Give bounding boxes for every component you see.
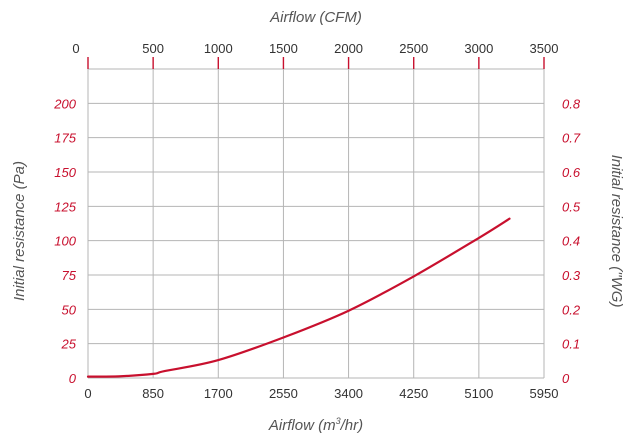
ticks (88, 57, 544, 69)
top-tick-label: 0 (72, 41, 79, 56)
left-tick-label: 125 (54, 199, 76, 214)
grid (88, 69, 544, 378)
bottom-tick-label: 5100 (464, 386, 493, 401)
top-tick-label: 1500 (269, 41, 298, 56)
right-tick-label: 0.3 (562, 268, 581, 283)
right-tick-label: 0.2 (562, 302, 581, 317)
bottom-tick-label: 3400 (334, 386, 363, 401)
bottom-tick-label: 1700 (204, 386, 233, 401)
top-tick-label: 500 (142, 41, 164, 56)
bottom-tick-label: 5950 (530, 386, 559, 401)
left-axis-title: Initial resistance (Pa) (11, 161, 28, 301)
bottom-tick-label: 2550 (269, 386, 298, 401)
right-axis-title: Initial resistance ("WG) (608, 155, 625, 308)
bottom-axis-title-main: Airflow (m (268, 417, 336, 434)
top-axis-title: Airflow (CFM) (269, 9, 362, 26)
left-tick-label: 150 (54, 165, 76, 180)
bottom-tick-label: 850 (142, 386, 164, 401)
series (88, 219, 510, 377)
right-tick-label: 0.4 (562, 234, 580, 249)
left-tick-label: 75 (62, 268, 77, 283)
top-tick-label: 2500 (399, 41, 428, 56)
bottom-axis-title-end: /hr) (340, 417, 364, 434)
left-tick-label: 100 (54, 234, 76, 249)
left-tick-label: 25 (61, 337, 77, 352)
top-tick-label: 1000 (204, 41, 233, 56)
bottom-tick-label: 0 (84, 386, 91, 401)
left-tick-label: 0 (69, 371, 77, 386)
left-tick-label: 175 (54, 131, 76, 146)
right-tick-label: 0.1 (562, 337, 580, 352)
tick-labels: 0 850 1700 2550 3400 4250 5100 5950025507510012… (53, 41, 581, 401)
series-line (88, 219, 510, 377)
top-tick-label: 3000 (464, 41, 493, 56)
left-tick-label: 50 (62, 302, 77, 317)
bottom-axis-title: Airflow (m3/hr) (268, 416, 363, 434)
left-tick-label: 200 (53, 96, 76, 111)
right-tick-label: 0.6 (562, 165, 581, 180)
top-tick-label: 3500 (530, 41, 559, 56)
bottom-tick-label: 4250 (399, 386, 428, 401)
right-tick-label: 0.8 (562, 96, 581, 111)
top-tick-label: 2000 (334, 41, 363, 56)
right-tick-label: 0 (562, 371, 570, 386)
right-tick-label: 0.5 (562, 199, 581, 214)
right-tick-label: 0.7 (562, 131, 581, 146)
